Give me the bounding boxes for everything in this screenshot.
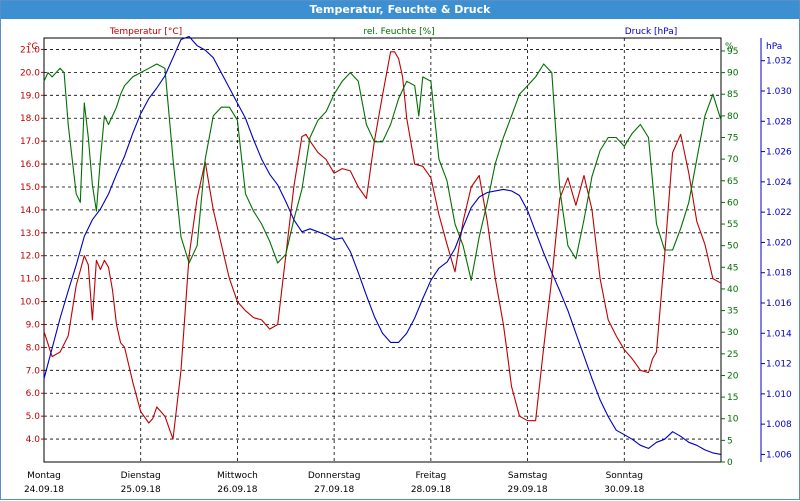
temperature-tick-label: 4.0	[26, 435, 41, 445]
humidity-tick-label: 70	[727, 155, 739, 165]
pressure-tick-label: 1.028	[766, 117, 792, 127]
temperature-tick-label: 6.0	[26, 389, 41, 399]
pressure-unit-label: hPa	[766, 42, 782, 52]
temperature-tick-label: 17.0	[20, 137, 40, 147]
humidity-tick-label: 25	[727, 350, 738, 360]
day-name-label: Mittwoch	[217, 471, 258, 481]
temperature-tick-label: 21.0	[20, 45, 40, 55]
pressure-tick-label: 1.022	[766, 208, 792, 218]
pressure-tick-label: 1.026	[766, 148, 792, 158]
pressure-tick-label: 1.032	[766, 57, 792, 67]
pressure-tick-label: 1.020	[766, 238, 792, 248]
temperature-tick-label: 10.0	[20, 298, 40, 308]
humidity-tick-label: 35	[727, 307, 738, 317]
pressure-tick-label: 1.030	[766, 87, 792, 97]
date-label: 29.09.18	[508, 485, 548, 495]
temperature-axis: 4.0 5.0 6.0 7.0 8.0 9.0 10.0 11.0 12.0 13.0 14.0 15…	[20, 45, 44, 445]
temperature-tick-label: 5.0	[26, 412, 41, 422]
temperature-tick-label: 11.0	[20, 275, 40, 285]
date-label: 30.09.18	[604, 485, 644, 495]
day-name-label: Sonntag	[606, 471, 643, 481]
humidity-tick-label: 50	[727, 242, 739, 252]
humidity-tick-label: 80	[727, 112, 739, 122]
humidity-tick-label: 0	[727, 458, 733, 468]
humidity-tick-label: 95	[727, 47, 738, 57]
humidity-tick-label: 10	[727, 415, 739, 425]
temperature-tick-label: 19.0	[20, 91, 40, 101]
date-label: 25.09.18	[121, 485, 161, 495]
day-axis: Montag 24.09.18 Dienstag 25.09.18 Mittwoch 26…	[24, 471, 645, 495]
date-label: 24.09.18	[24, 485, 64, 495]
humidity-tick-label: 15	[727, 393, 738, 403]
humidity-tick-label: 55	[727, 220, 738, 230]
temperature-tick-label: 13.0	[20, 229, 40, 239]
humidity-tick-label: 90	[727, 69, 739, 79]
temperature-tick-label: 7.0	[26, 366, 41, 376]
day-name-label: Samstag	[508, 471, 547, 481]
temperature-tick-label: 16.0	[20, 160, 40, 170]
temperature-unit-label: °C	[27, 42, 38, 52]
pressure-tick-label: 1.010	[766, 390, 792, 400]
pressure-tick-label: 1.018	[766, 269, 792, 279]
window-title: Temperatur, Feuchte & Druck	[1, 1, 799, 19]
temperature-tick-label: 20.0	[20, 68, 40, 78]
day-name-label: Freitag	[415, 471, 446, 481]
humidity-tick-label: 40	[727, 285, 739, 295]
temperature-tick-label: 8.0	[26, 343, 41, 353]
humidity-tick-label: 30	[727, 328, 739, 338]
temperature-series-label: Temperatur [°C]	[109, 27, 182, 37]
humidity-tick-label: 65	[727, 177, 738, 187]
temperature-line	[43, 51, 722, 440]
day-name-label: Donnerstag	[308, 471, 361, 481]
temperature-tick-label: 12.0	[20, 252, 40, 262]
day-name-label: Dienstag	[121, 471, 161, 481]
temperature-tick-label: 15.0	[20, 183, 40, 193]
pressure-tick-label: 1.012	[766, 360, 792, 370]
pressure-line	[43, 35, 722, 455]
pressure-tick-label: 1.016	[766, 299, 792, 309]
humidity-tick-label: 85	[727, 90, 738, 100]
humidity-line	[43, 63, 722, 281]
pressure-tick-label: 1.008	[766, 420, 792, 430]
humidity-axis: 0 5 10 15 20 25 30 35 40 45 50 55 60 65 70 75 80 85 90 95	[721, 47, 739, 468]
humidity-tick-label: 5	[727, 436, 733, 446]
temperature-tick-label: 14.0	[20, 206, 40, 216]
humidity-tick-label: 60	[727, 198, 739, 208]
humidity-tick-label: 20	[727, 371, 739, 381]
humidity-series-label: rel. Feuchte [%]	[363, 27, 434, 37]
temperature-tick-label: 9.0	[26, 320, 41, 330]
pressure-tick-label: 1.014	[766, 329, 792, 339]
temperature-tick-label: 18.0	[20, 114, 40, 124]
humidity-tick-label: 45	[727, 263, 738, 273]
pressure-axis: 1.006 1.008 1.010 1.012 1.014 1.016 1.018 1.020…	[760, 38, 792, 462]
date-label: 28.09.18	[411, 485, 451, 495]
series-layer	[43, 35, 722, 455]
day-name-label: Montag	[27, 471, 61, 481]
pressure-series-label: Druck [hPa]	[625, 27, 678, 37]
humidity-unit-label: %	[725, 42, 734, 52]
plot-area	[43, 37, 722, 463]
pressure-tick-label: 1.024	[766, 178, 792, 188]
date-label: 27.09.18	[314, 485, 354, 495]
date-label: 26.09.18	[217, 485, 257, 495]
pressure-tick-label: 1.006	[766, 450, 792, 460]
humidity-tick-label: 75	[727, 134, 738, 144]
